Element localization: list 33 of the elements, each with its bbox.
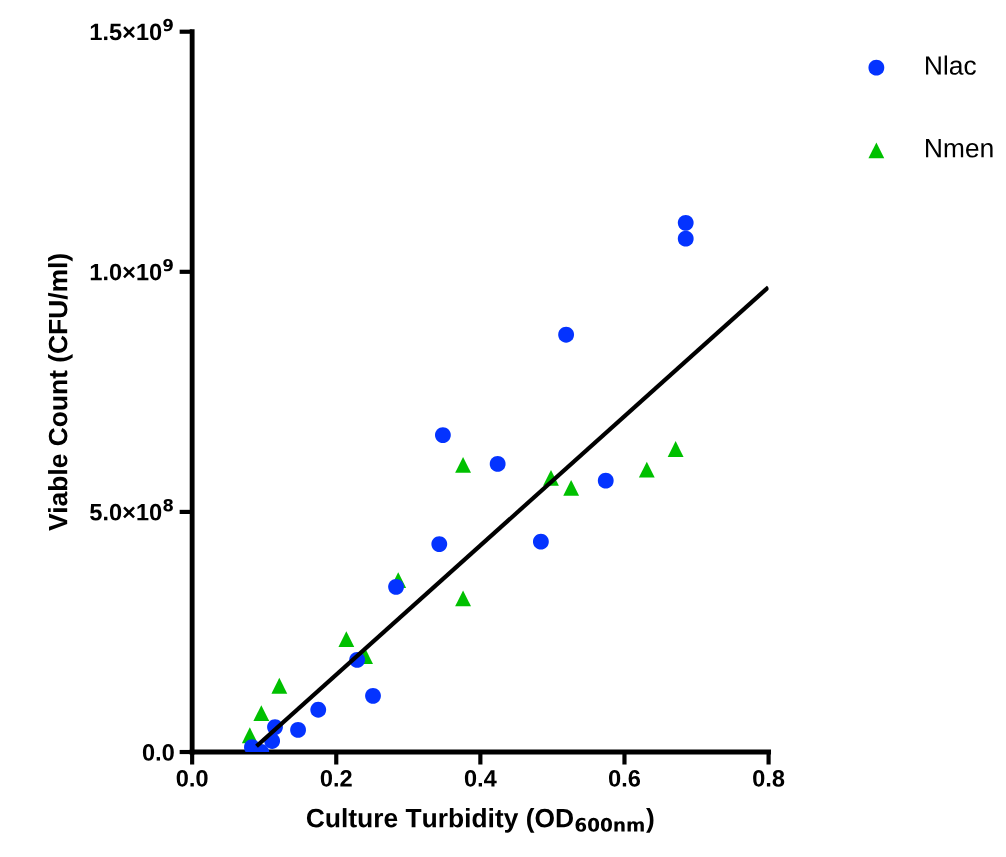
point [532, 533, 549, 550]
x-tick-label: 0.8 [753, 770, 785, 787]
point [338, 631, 355, 648]
point [677, 230, 694, 247]
legend-label: Nmen [926, 139, 993, 158]
point [271, 677, 288, 694]
point [434, 427, 451, 443]
x-tick-label: 0.0 [176, 770, 208, 787]
x-tick-label: 0.6 [609, 770, 641, 787]
x-tick-label: 0.4 [464, 770, 497, 787]
point [489, 455, 506, 472]
y-axis-title: Viable Count (CFU/ml) [48, 254, 73, 531]
point [431, 536, 448, 553]
x-axis-title: Culture Turbidity (OD$_{600nm}$) [306, 808, 654, 833]
y-tick-label: 0.0 [142, 744, 174, 761]
y-tick-label: 1.0×10$^{9}$ [90, 258, 173, 281]
point [310, 701, 327, 718]
point [677, 214, 694, 231]
point [597, 472, 614, 489]
point [667, 441, 684, 457]
y-tick-label: 5.0×10$^{8}$ [90, 498, 173, 521]
point [388, 578, 404, 595]
point [455, 456, 471, 473]
point [253, 705, 270, 722]
point [563, 479, 580, 496]
legend-label: Nlac [926, 55, 976, 75]
point [455, 590, 471, 607]
point [365, 687, 381, 704]
x-tick-label: 0.2 [320, 770, 352, 787]
y-tick-label: 1.5×10$^{9}$ [90, 18, 173, 41]
point [558, 326, 575, 343]
point [290, 722, 306, 738]
point [638, 461, 655, 478]
